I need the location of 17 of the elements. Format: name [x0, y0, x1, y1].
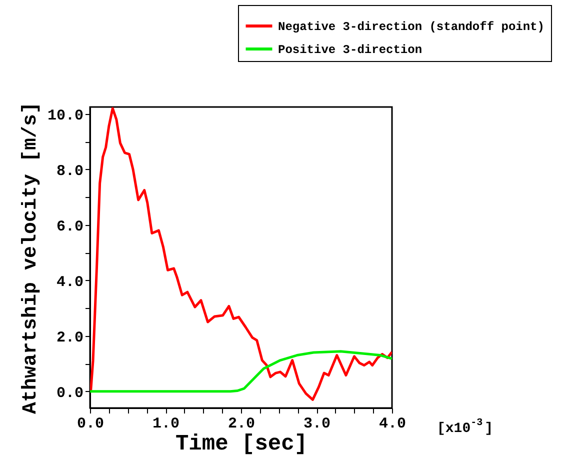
x-tick-label: 2.0 — [228, 416, 256, 432]
y-tick-label: 2.0 — [56, 329, 84, 346]
x-tick-label: 0.0 — [76, 416, 104, 432]
y-tick-label: 6.0 — [56, 218, 84, 236]
y-tick-label: 10.0 — [47, 107, 84, 124]
x-tick-label: 3.0 — [303, 416, 331, 432]
line-series — [90, 350, 392, 393]
x-axis-title: Time [sec] — [175, 432, 308, 456]
y-tick-label: 8.0 — [56, 162, 84, 180]
y-axis-title: Athwartship velocity [m/s] — [19, 102, 42, 414]
legend-label: Positive 3-direction — [278, 43, 422, 57]
x-tick-label: 4.0 — [378, 416, 406, 432]
y-tick-label: 4.0 — [56, 274, 84, 291]
y-tick-label: 0.0 — [56, 384, 84, 402]
legend-label: Negative 3-direction (standoff point) — [278, 20, 544, 34]
line-series — [90, 107, 392, 401]
x-tick-label: 1.0 — [152, 416, 180, 432]
